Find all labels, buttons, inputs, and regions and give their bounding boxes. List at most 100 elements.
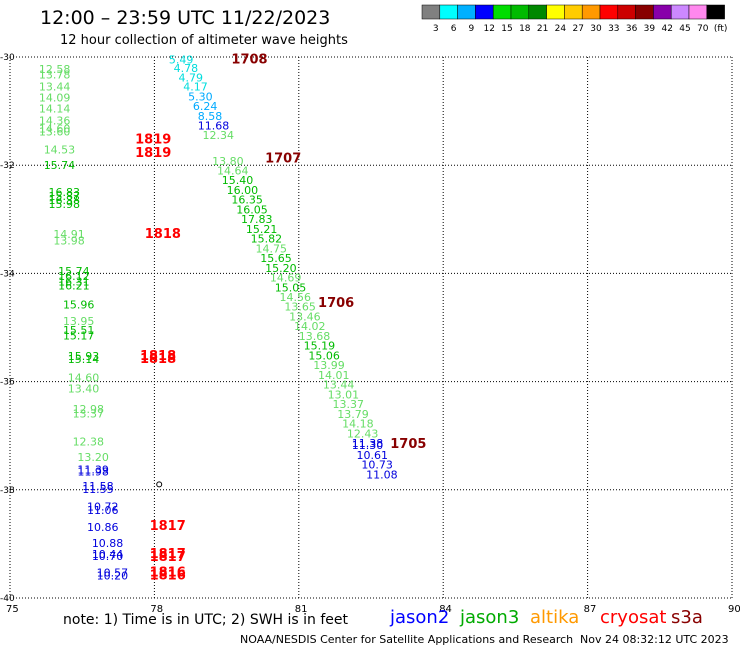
legend-swatch: [439, 4, 458, 20]
wave-height-label: 11.58: [82, 480, 114, 493]
legend-swatch: [706, 4, 725, 20]
legend-swatch: [564, 4, 583, 20]
wave-height-label: 13.37: [73, 407, 105, 420]
wave-height-label: 15.98: [49, 198, 81, 211]
pass-time-label: 1707: [265, 151, 301, 166]
wave-height-label: 16.31: [58, 275, 89, 288]
wave-height-label: 13.79: [337, 408, 369, 421]
pass-time-label: 1818: [145, 227, 181, 242]
wave-height-label: 15.05: [275, 281, 307, 294]
wave-height-label: 12.98: [73, 403, 105, 416]
page-subtitle: 12 hour collection of altimeter wave hei…: [60, 33, 348, 48]
footer-note: note: 1) Time is in UTC; 2) SWH is in fe…: [63, 612, 349, 628]
legend-swatch: [653, 4, 672, 20]
wave-height-label: 15.14: [68, 353, 100, 366]
legend-swatch: [457, 4, 476, 20]
wave-height-label: 15.20: [265, 262, 297, 275]
satellite-name: cryosat: [600, 607, 667, 628]
wave-height-label: 6.24: [193, 100, 218, 113]
pass-time-label: 1819: [135, 133, 171, 148]
x-tick-label: 75: [6, 604, 19, 615]
wave-height-label: 5.30: [188, 90, 213, 103]
wave-height-label: 15.19: [304, 340, 336, 353]
wave-height-label: 15.93: [68, 350, 100, 363]
wave-height-label: 4.79: [178, 71, 203, 84]
legend-label: 3: [433, 24, 439, 34]
wave-height-label: 12.38: [73, 435, 105, 448]
wave-height-label: 13.01: [328, 388, 360, 401]
wave-height-label: 17.83: [241, 213, 272, 226]
wave-height-label: 11.68: [198, 119, 230, 132]
legend-label: 30: [590, 24, 602, 34]
legend-label: 27: [572, 24, 583, 34]
wave-height-label: 14.56: [280, 291, 312, 304]
x-tick-label: 81: [295, 604, 308, 615]
wave-height-label: 10.57: [97, 566, 129, 579]
wave-height-label: 16.35: [231, 194, 263, 207]
wave-height-label: 13.20: [77, 451, 109, 464]
legend-swatch: [599, 4, 619, 20]
wave-height-label: 12.43: [347, 427, 379, 440]
wave-height-label: 15.17: [63, 329, 95, 342]
legend-swatch: [421, 4, 441, 20]
wave-height-label: 13.95: [63, 315, 95, 328]
wave-height-label: 14.64: [217, 164, 249, 177]
wave-height-label: 13.37: [332, 398, 364, 411]
pass-time-label: 1817: [150, 550, 186, 565]
wave-height-label: 14.36: [39, 115, 71, 128]
legend-swatch: [510, 4, 530, 20]
wave-height-label: 15.51: [63, 324, 95, 337]
pass-time-label: 1818: [140, 349, 176, 364]
pass-time-label: 1817: [150, 547, 186, 562]
wave-height-label: 14.60: [68, 372, 100, 385]
legend-label: (ft): [714, 24, 728, 34]
wave-height-label: 16.21: [58, 280, 89, 293]
wave-height-label: 4.78: [174, 62, 199, 75]
legend-label: 18: [519, 24, 531, 34]
pass-time-label: 1705: [390, 437, 426, 452]
legend-swatch: [546, 4, 565, 20]
wave-height-label: 13.78: [39, 69, 71, 82]
wave-height-label: 16.38: [49, 194, 81, 207]
wave-height-label: 11.30: [352, 439, 384, 452]
wave-height-label: 16.12: [58, 270, 89, 283]
y-tick-label: -32: [0, 161, 15, 171]
wave-height-label: 16.05: [236, 203, 268, 216]
y-tick-label: -30: [0, 53, 15, 63]
wave-height-label: 13.44: [323, 379, 355, 392]
legend-swatch: [581, 4, 601, 20]
satellite-name: altika: [530, 607, 580, 628]
wave-height-label: 14.91: [53, 228, 85, 241]
satellite-name: jason2: [390, 607, 450, 628]
wave-height-label: 16.83: [49, 186, 81, 199]
legend-label: 70: [697, 24, 709, 34]
wave-height-label: 16.00: [227, 184, 259, 197]
wave-height-label: 14.75: [255, 242, 286, 255]
y-tick-label: -38: [0, 486, 15, 496]
legend-label: 45: [679, 24, 690, 34]
wave-height-label: 10.86: [87, 521, 119, 534]
legend-label: 36: [626, 24, 638, 34]
wave-height-label: 10.73: [361, 459, 393, 472]
page-title: 12:00 – 23:59 UTC 11/22/2023: [40, 7, 331, 29]
wave-height-label: 13.60: [39, 125, 71, 138]
wave-height-label: 14.02: [294, 320, 326, 333]
pass-time-label: 1816: [150, 569, 186, 584]
x-tick-label: 90: [728, 604, 740, 615]
legend-label: 15: [501, 24, 512, 34]
x-tick-label: 84: [439, 604, 452, 615]
wave-height-label: 5.49: [169, 53, 194, 66]
legend-swatch: [617, 4, 636, 20]
wave-height-label: 11.39: [77, 464, 109, 477]
pass-time-label: 1817: [150, 519, 186, 534]
wave-height-label: 10.88: [92, 537, 124, 550]
wave-height-label: 12.34: [203, 129, 235, 142]
wave-height-label: 13.80: [212, 155, 244, 168]
wave-height-label: 10.72: [87, 500, 119, 513]
y-tick-label: -34: [0, 269, 15, 279]
wave-height-label: 14.60: [39, 123, 71, 136]
wave-height-label: 11.55: [82, 483, 114, 496]
wave-height-label: 15.87: [49, 190, 81, 203]
wave-height-label: 4.17: [183, 81, 208, 94]
